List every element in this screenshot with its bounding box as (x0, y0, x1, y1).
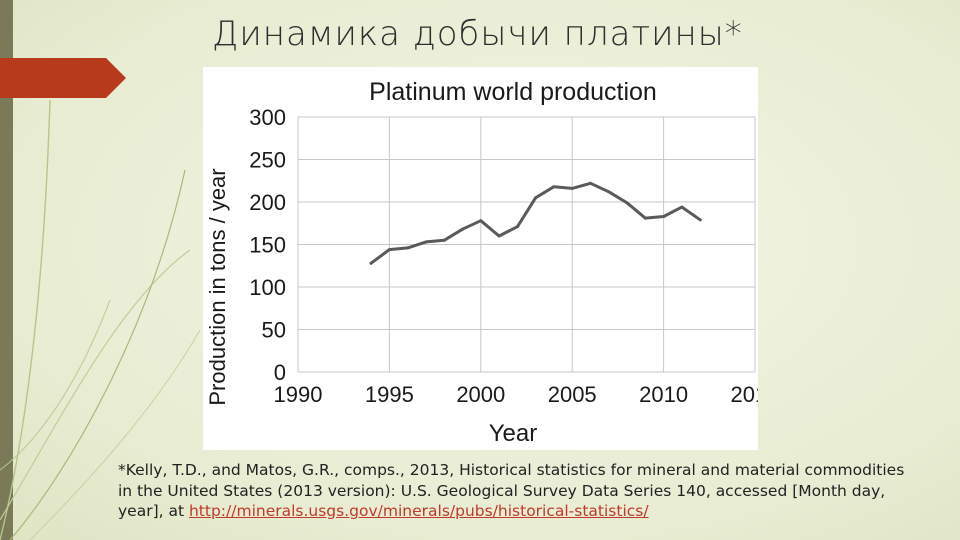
data-point-2001 (497, 234, 501, 238)
data-point-1995 (387, 248, 391, 252)
y-axis-label: Production in tons / year (205, 168, 230, 405)
left-accent-bar (0, 0, 13, 540)
x-axis-label: Year (489, 420, 538, 447)
chart-container: 1990 1995 2000 2005 2010 2015 0 50 100 150 200 250 3… (203, 67, 758, 450)
data-point-2007 (607, 190, 611, 194)
y-tick-label-300: 300 (249, 105, 286, 130)
x-tick-label-2000: 2000 (456, 382, 505, 407)
data-point-2003 (534, 196, 538, 200)
data-point-2008 (625, 201, 629, 205)
data-point-2011 (680, 205, 684, 209)
x-tick-label-1990: 1990 (274, 382, 323, 407)
y-tick-label-200: 200 (249, 190, 286, 215)
data-point-1996 (406, 246, 410, 250)
data-point-1998 (442, 238, 446, 242)
data-point-2004 (552, 185, 556, 189)
x-tick-label-1995: 1995 (365, 382, 414, 407)
tick-labels: 1990 1995 2000 2005 2010 2015 0 50 100 150 200 250 3… (249, 105, 758, 407)
accent-flag (0, 58, 126, 98)
data-point-2005 (570, 186, 574, 190)
grid (297, 116, 756, 373)
data-point-2012 (698, 218, 702, 222)
citation-text: *Kelly, T.D., and Matos, G.R., comps., 2… (118, 461, 905, 520)
data-point-2009 (643, 216, 647, 220)
data-point-1999 (461, 227, 465, 231)
chart-title: Platinum world production (369, 78, 657, 106)
data-point-2002 (515, 225, 519, 229)
x-tick-label-2010: 2010 (639, 382, 688, 407)
y-tick-label-250: 250 (249, 148, 286, 173)
y-tick-label-100: 100 (249, 275, 286, 300)
y-tick-label-0: 0 (274, 360, 286, 385)
x-tick-label-2005: 2005 (548, 382, 597, 407)
data-point-2010 (662, 214, 666, 218)
x-tick-label-2015: 2015 (731, 382, 758, 407)
slide-title: Динамика добычи платины* (212, 14, 743, 54)
citation: *Kelly, T.D., and Matos, G.R., comps., 2… (118, 460, 918, 522)
decorative-lines (0, 99, 200, 540)
data-point-2000 (479, 219, 483, 223)
series-line-0 (369, 181, 702, 265)
data-point-1997 (424, 240, 428, 244)
data-point-1994 (369, 261, 373, 265)
citation-link[interactable]: http://minerals.usgs.gov/minerals/pubs/h… (188, 502, 649, 520)
line-chart: 1990 1995 2000 2005 2010 2015 0 50 100 150 200 250 3… (205, 78, 758, 447)
y-tick-label-50: 50 (262, 318, 286, 343)
series (369, 181, 702, 265)
data-point-2006 (588, 181, 592, 185)
y-tick-label-150: 150 (249, 233, 286, 258)
